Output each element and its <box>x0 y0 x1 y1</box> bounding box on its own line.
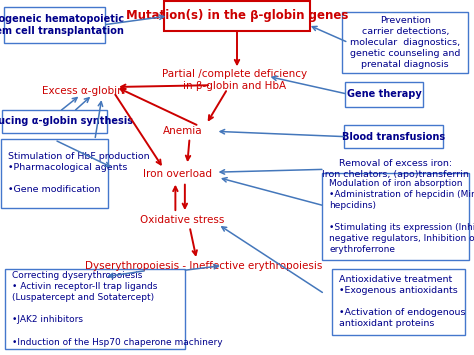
Text: Correcting dyserythropoiesis
• Activin receptor-II trap ligands
(Luspatercept an: Correcting dyserythropoiesis • Activin r… <box>12 271 222 346</box>
Text: Excess α-globin: Excess α-globin <box>42 86 124 95</box>
Text: Modulation of iron absorption
•Administration of hepcidin (Mini-
hepcidins)

•St: Modulation of iron absorption •Administr… <box>329 179 474 254</box>
Text: Mutation(s) in the β-globin genes: Mutation(s) in the β-globin genes <box>126 10 348 22</box>
FancyBboxPatch shape <box>344 125 443 148</box>
FancyBboxPatch shape <box>332 269 465 334</box>
Text: Blood transfusions: Blood transfusions <box>342 132 445 142</box>
Text: Partial /complete deficiency
in β-globin and HbA: Partial /complete deficiency in β-globin… <box>162 69 307 91</box>
Text: Anemia: Anemia <box>163 126 202 136</box>
Text: Allogeneic hematopoietic
stem cell transplantation: Allogeneic hematopoietic stem cell trans… <box>0 13 125 36</box>
FancyBboxPatch shape <box>345 82 423 106</box>
FancyBboxPatch shape <box>2 110 107 133</box>
Text: Dyserythropoiesis - Ineffective erythropoiesis: Dyserythropoiesis - Ineffective erythrop… <box>85 261 322 271</box>
Text: Gene therapy: Gene therapy <box>346 89 421 99</box>
FancyBboxPatch shape <box>322 173 469 260</box>
Text: Reducing α-globin synthesis: Reducing α-globin synthesis <box>0 116 133 126</box>
Text: Prevention
carrier detections,
molecular  diagnostics,
genetic counseling and
pr: Prevention carrier detections, molecular… <box>350 16 460 69</box>
Text: Antioxidative treatment
•Exogenous antioxidants

•Activation of endogenous
antio: Antioxidative treatment •Exogenous antio… <box>339 275 465 328</box>
FancyBboxPatch shape <box>164 1 310 31</box>
Text: Iron overload: Iron overload <box>143 169 212 179</box>
FancyBboxPatch shape <box>5 269 185 349</box>
FancyBboxPatch shape <box>342 12 468 73</box>
Text: Oxidative stress: Oxidative stress <box>140 215 225 225</box>
Text: Stimulation of HbF production
•Pharmacological agents

•Gene modification: Stimulation of HbF production •Pharmacol… <box>9 152 150 195</box>
FancyBboxPatch shape <box>4 7 105 43</box>
FancyBboxPatch shape <box>1 139 108 208</box>
Text: Removal of excess iron:
Iron chelators, (apo)transferrin: Removal of excess iron: Iron chelators, … <box>322 159 469 179</box>
